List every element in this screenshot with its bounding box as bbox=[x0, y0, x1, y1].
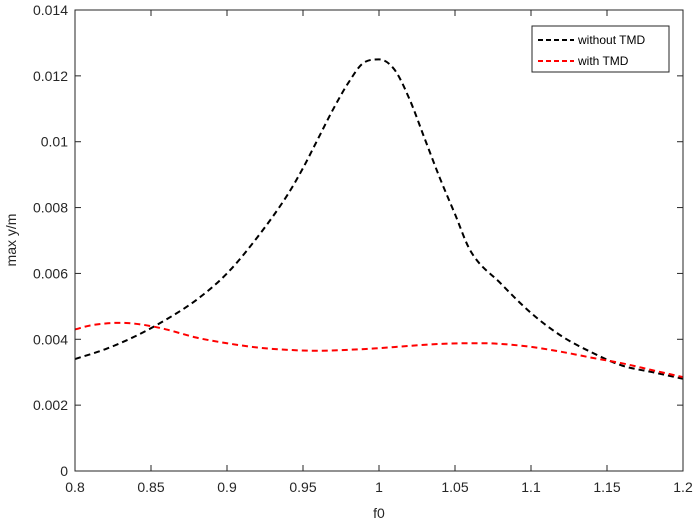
x-tick-label: 0.85 bbox=[137, 479, 164, 495]
legend-label-with-tmd: with TMD bbox=[577, 54, 629, 68]
legend: without TMD with TMD bbox=[531, 25, 670, 73]
y-tick-label: 0.012 bbox=[33, 68, 68, 84]
x-axis: 0.8 0.85 0.9 0.95 1 1.05 1.1 1.15 1.2 bbox=[65, 10, 693, 495]
y-axis: 0 0.002 0.004 0.006 0.008 0.01 0.012 0.014 bbox=[33, 2, 683, 479]
x-tick-label: 1 bbox=[375, 479, 383, 495]
legend-label-without-tmd: without TMD bbox=[577, 33, 645, 47]
y-tick-label: 0.01 bbox=[41, 134, 68, 150]
x-tick-label: 1.05 bbox=[441, 479, 468, 495]
x-axis-label: f0 bbox=[373, 505, 385, 521]
plot-area bbox=[75, 10, 683, 471]
series-layer bbox=[74, 58, 684, 380]
y-tick-label: 0 bbox=[60, 463, 68, 479]
x-tick-label: 1.15 bbox=[593, 479, 620, 495]
y-tick-label: 0.002 bbox=[33, 397, 68, 413]
x-tick-label: 1.2 bbox=[673, 479, 693, 495]
x-tick-label: 0.8 bbox=[65, 479, 85, 495]
y-tick-label: 0.006 bbox=[33, 265, 68, 281]
series-line-without-tmd bbox=[74, 58, 684, 380]
y-axis-label: max y/m bbox=[3, 214, 19, 267]
y-tick-label: 0.004 bbox=[33, 331, 68, 347]
y-tick-label: 0.008 bbox=[33, 200, 68, 216]
x-tick-label: 0.95 bbox=[289, 479, 316, 495]
x-tick-label: 0.9 bbox=[217, 479, 237, 495]
y-tick-label: 0.014 bbox=[33, 2, 68, 18]
series-line-with-tmd bbox=[74, 321, 684, 379]
legend-box bbox=[531, 25, 670, 73]
x-tick-label: 1.1 bbox=[521, 479, 541, 495]
